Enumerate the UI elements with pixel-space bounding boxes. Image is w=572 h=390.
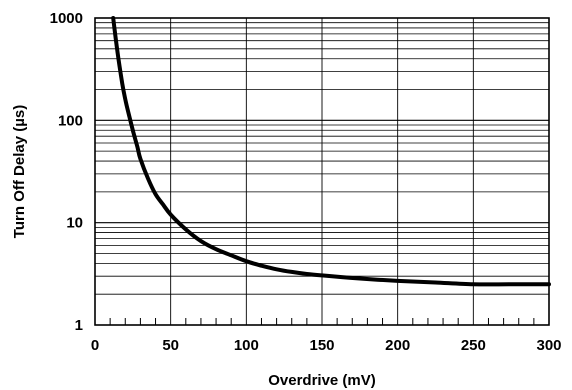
plot-frame <box>94 17 550 326</box>
y-tick-label: 10 <box>66 215 83 232</box>
y-tick-labels: 1 10 100 1000 <box>50 10 83 334</box>
y-tick-label: 1000 <box>50 10 83 27</box>
x-minor-ticks <box>109 318 535 325</box>
x-tick-labels: 0 50 100 150 200 250 300 <box>91 337 562 354</box>
x-axis-label: Overdrive (mV) <box>268 372 376 389</box>
series-line <box>111 16 551 287</box>
y-tick-label: 100 <box>58 112 83 129</box>
x-tick-label: 300 <box>536 337 561 354</box>
x-tick-label: 250 <box>461 337 486 354</box>
x-tick-label: 200 <box>385 337 410 354</box>
y-tick-label: 1 <box>75 317 83 334</box>
x-tick-label: 100 <box>234 337 259 354</box>
x-tick-label: 150 <box>309 337 334 354</box>
y-axis-label: Turn Off Delay (µs) <box>11 105 28 238</box>
x-tick-label: 50 <box>162 337 179 354</box>
x-tick-label: 0 <box>91 337 99 354</box>
grid <box>95 18 549 325</box>
